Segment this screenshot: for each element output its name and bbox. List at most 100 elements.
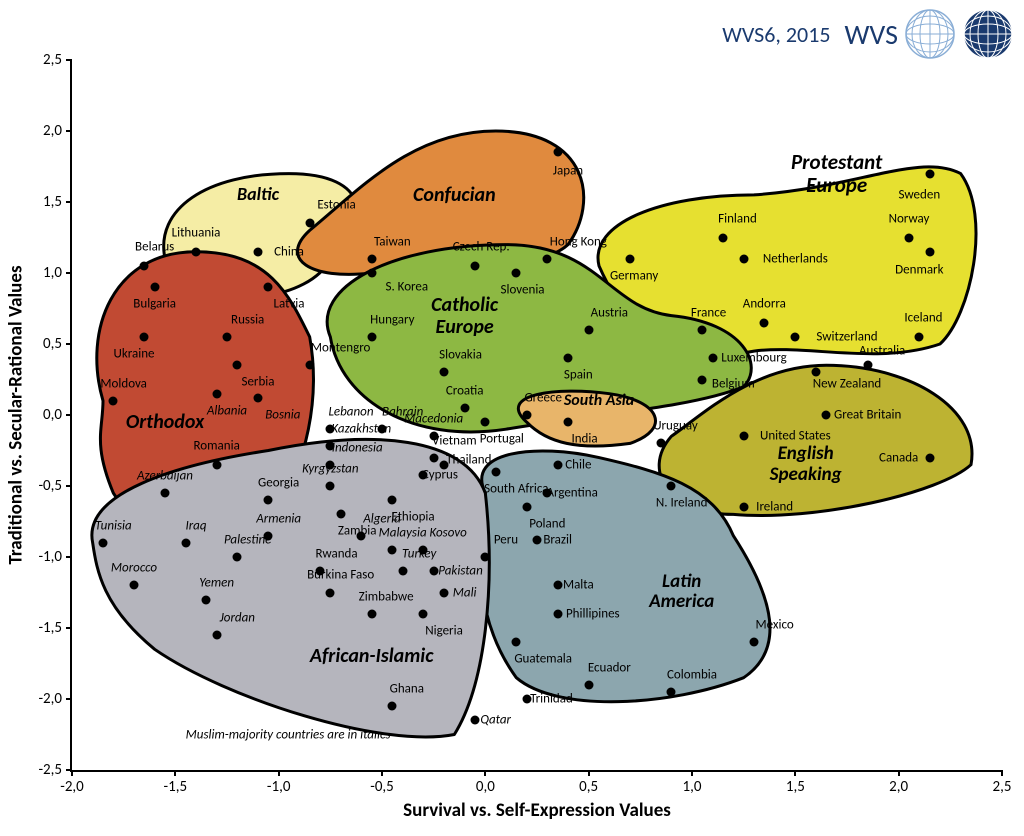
country-label-norway: Norway <box>889 212 930 227</box>
country-point-iraq <box>181 538 190 547</box>
country-label-moldova: Moldova <box>100 376 147 391</box>
country-point-ukraine <box>140 332 149 341</box>
country-label-ecuador: Ecuador <box>588 660 631 675</box>
country-label-iceland: Iceland <box>904 311 942 326</box>
country-point-france <box>698 325 707 334</box>
country-label-georgia: Georgia <box>258 476 299 491</box>
country-label-argentina: Argentina <box>546 486 597 501</box>
country-label-france: France <box>691 305 726 320</box>
country-label-great-britain: Great Britain <box>834 408 901 423</box>
country-label-algeria: Algeria <box>363 511 401 526</box>
country-label-indonesia: Indonesia <box>332 440 383 455</box>
country-label-nigeria: Nigeria <box>425 623 463 638</box>
country-label-hungary: Hungary <box>370 312 414 327</box>
country-point-taiwan <box>367 254 376 263</box>
country-label-vietnam: Vietnam <box>432 433 477 448</box>
country-point-serbia <box>233 361 242 370</box>
country-label-bulgaria: Bulgaria <box>133 297 176 312</box>
country-point-great-britain <box>822 411 831 420</box>
country-point-s-korea <box>367 269 376 278</box>
xtick <box>174 770 176 776</box>
xtick-label: -0,5 <box>370 778 394 796</box>
country-label-guatemala: Guatemala <box>514 652 572 667</box>
country-point-n-ireland <box>667 482 676 491</box>
country-label-armenia: Armenia <box>256 511 301 526</box>
country-label-rwanda: Rwanda <box>315 547 357 562</box>
country-label-mexico: Mexico <box>756 618 794 633</box>
country-label-lithuania: Lithuania <box>172 226 221 241</box>
country-point-pakistan <box>429 567 438 576</box>
country-point-zambia <box>336 510 345 519</box>
country-point-switzerland <box>791 332 800 341</box>
country-point-hong-kong <box>543 254 552 263</box>
country-label-bosnia: Bosnia <box>265 408 300 423</box>
country-label-croatia: Croatia <box>446 383 484 398</box>
xtick-label: 2,5 <box>993 778 1012 796</box>
ytick-label: -2,0 <box>32 690 62 708</box>
country-label-morocco: Morocco <box>111 561 157 576</box>
xtick-label: 2,0 <box>889 778 908 796</box>
xtick <box>588 770 590 776</box>
globe-solid-icon <box>962 8 1014 60</box>
country-label-n-ireland: N. Ireland <box>656 496 708 511</box>
country-label-slovakia: Slovakia <box>439 348 482 363</box>
country-label-belgium: Belgium <box>712 376 755 391</box>
country-point-belgium <box>698 375 707 384</box>
country-point-brazil <box>533 535 542 544</box>
ytick-label: 1,0 <box>32 264 62 282</box>
country-label-india: India <box>571 432 597 447</box>
country-point-croatia <box>460 403 469 412</box>
country-point-greece <box>522 411 531 420</box>
country-point-india <box>564 418 573 427</box>
xtick <box>794 770 796 776</box>
country-point-georgia <box>264 496 273 505</box>
xtick-label: -1,5 <box>164 778 188 796</box>
country-point-guatemala <box>512 638 521 647</box>
country-point-tunisia <box>99 538 108 547</box>
country-point-austria <box>584 325 593 334</box>
ytick-label: -0,5 <box>32 477 62 495</box>
country-point-norway <box>905 233 914 242</box>
country-point-yemen <box>202 595 211 604</box>
country-label-zimbabwe: Zimbabwe <box>359 589 414 604</box>
country-label-estonia: Estonia <box>317 197 355 212</box>
country-label-colombia: Colombia <box>667 667 717 682</box>
country-point-ghana <box>388 702 397 711</box>
country-point-lebanon <box>326 425 335 434</box>
country-point-czech-rep- <box>471 261 480 270</box>
brand-text: WVS <box>845 17 899 52</box>
ytick-label: -1,5 <box>32 619 62 637</box>
country-point-romania <box>212 460 221 469</box>
xtick-label: 1,5 <box>786 778 805 796</box>
country-point-kazakhstan <box>326 442 335 451</box>
country-label-china: China <box>274 244 304 259</box>
country-label-austria: Austria <box>591 305 628 320</box>
country-point-denmark <box>925 247 934 256</box>
country-label-finland: Finland <box>718 212 757 227</box>
country-label-switzerland: Switzerland <box>816 329 877 344</box>
country-point-bahrain <box>378 425 387 434</box>
country-point-canada <box>925 453 934 462</box>
ytick-label: 2,5 <box>32 51 62 69</box>
country-label-brazil: Brazil <box>543 532 572 547</box>
country-label-portugal: Portugal <box>480 432 524 447</box>
country-point-palestine <box>233 553 242 562</box>
xtick <box>898 770 900 776</box>
country-point-new-zealand <box>812 368 821 377</box>
country-point-south-africa <box>491 467 500 476</box>
country-point-ecuador <box>584 680 593 689</box>
country-point-malta <box>553 581 562 590</box>
country-label-new-zealand: New Zealand <box>813 376 882 391</box>
country-point-china <box>254 247 263 256</box>
country-point-poland <box>522 503 531 512</box>
globe-outline-icon <box>904 8 956 60</box>
xtick <box>691 770 693 776</box>
ytick-label: 0,5 <box>32 335 62 353</box>
country-label-montengro: Montengro <box>311 341 371 356</box>
country-point-montengro <box>305 361 314 370</box>
country-point-chile <box>553 460 562 469</box>
xtick-label: 1,0 <box>683 778 702 796</box>
country-point-netherlands <box>739 254 748 263</box>
country-label-united-states: United States <box>760 429 831 444</box>
country-label-romania: Romania <box>194 439 240 454</box>
